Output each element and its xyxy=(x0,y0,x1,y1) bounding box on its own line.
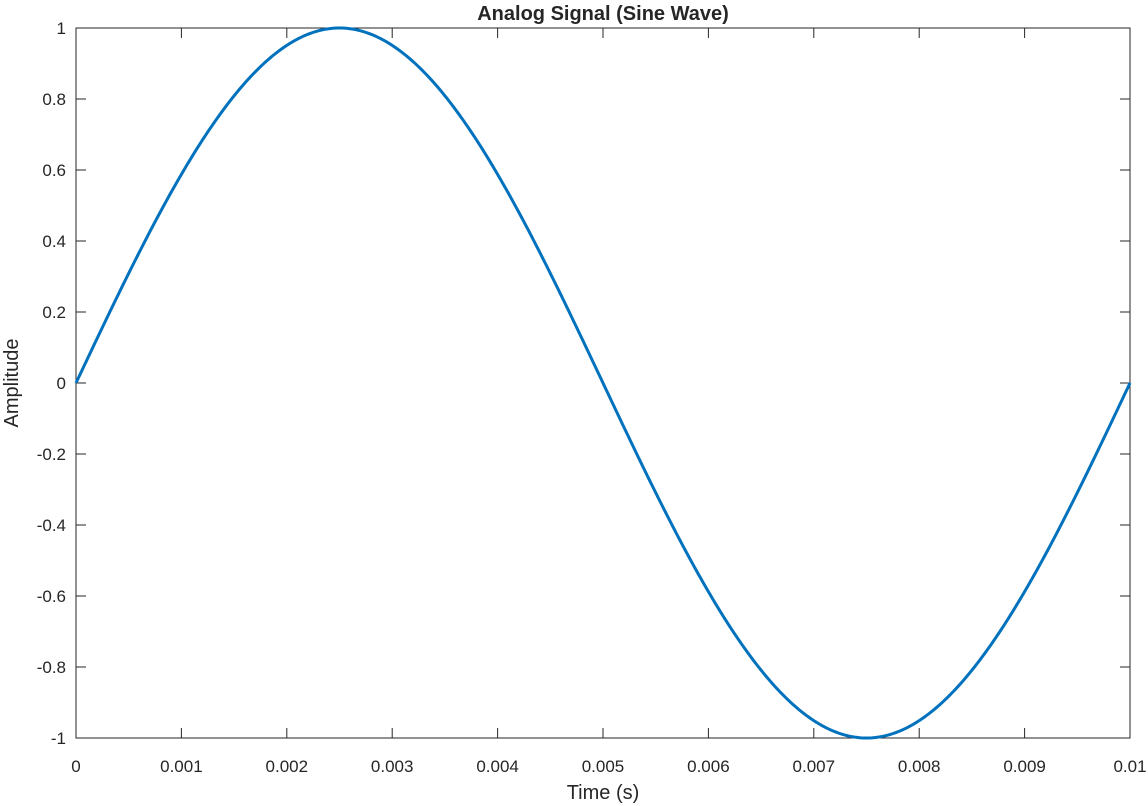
x-axis-tick-labels: 0 0.001 0.002 0.003 0.004 0.005 0.006 0.007 0.00… xyxy=(71,757,1146,776)
x-axis-ticks xyxy=(75,28,1131,738)
x-tick-label: 0.007 xyxy=(793,757,836,776)
y-axis-tick-labels: 1 0.8 0.6 0.4 0.2 0 -0.2 -0.4 -0.6 -0.8 -1 xyxy=(37,19,66,748)
x-tick-label: 0.006 xyxy=(687,757,730,776)
y-tick-label: 0.8 xyxy=(42,90,66,109)
x-tick-label: 0.004 xyxy=(476,757,519,776)
x-tick-label: 0.01 xyxy=(1113,757,1146,776)
x-tick-label: 0.002 xyxy=(266,757,309,776)
y-tick-label: 0.4 xyxy=(42,232,66,251)
chart-title: Analog Signal (Sine Wave) xyxy=(477,3,729,25)
y-tick-label: 0 xyxy=(57,374,66,393)
x-axis-label: Time (s) xyxy=(567,782,640,804)
y-tick-label: -1 xyxy=(51,729,66,748)
x-tick-label: 0.001 xyxy=(160,757,203,776)
y-axis-label: Amplitude xyxy=(1,339,23,428)
y-tick-label: -0.2 xyxy=(37,445,66,464)
y-tick-label: -0.4 xyxy=(37,516,66,535)
y-tick-label: 0.2 xyxy=(42,303,66,322)
x-tick-label: 0.009 xyxy=(1003,757,1046,776)
y-tick-label: 1 xyxy=(57,19,66,38)
x-tick-label: 0.008 xyxy=(898,757,941,776)
sine-wave-series-line xyxy=(74,26,1132,740)
y-tick-label: -0.8 xyxy=(37,658,66,677)
x-tick-label: 0.005 xyxy=(582,757,625,776)
y-tick-label: -0.6 xyxy=(37,587,66,606)
y-tick-label: 0.6 xyxy=(42,161,66,180)
y-axis-ticks xyxy=(76,27,1130,739)
x-tick-label: 0.003 xyxy=(371,757,414,776)
x-tick-label: 0 xyxy=(71,757,80,776)
